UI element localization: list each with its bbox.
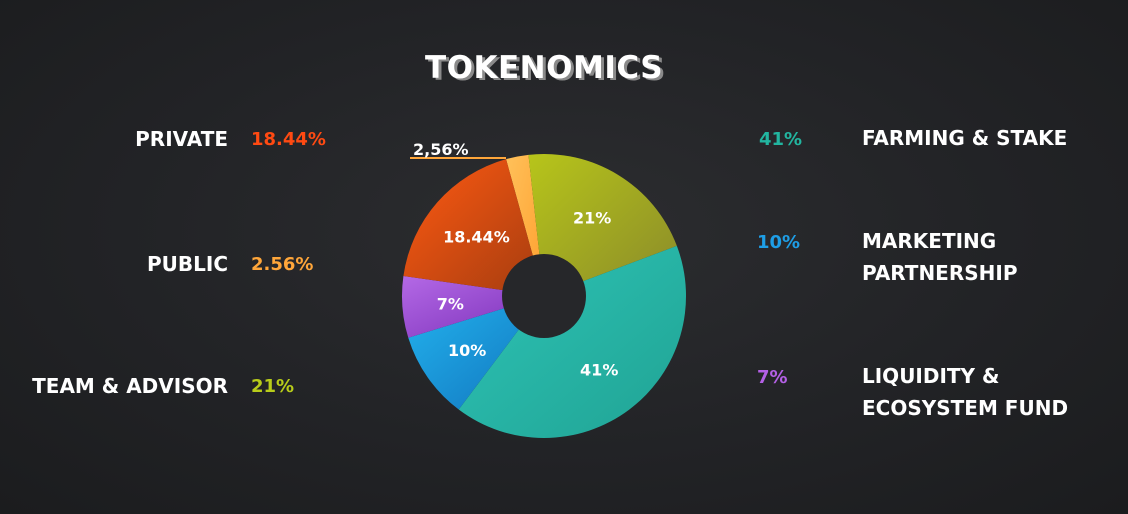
slice-label-2: 41% (580, 361, 618, 380)
legend-marketing-name-line2: PARTNERSHIP (862, 261, 1018, 285)
legend-team-name: TEAM & ADVISOR (32, 374, 228, 398)
slice-label-5: 18.44% (443, 228, 510, 247)
slice-label-1: 21% (573, 209, 611, 228)
slice-label-3: 10% (448, 341, 486, 360)
legend-farming-name-line1: FARMING & STAKE (862, 126, 1068, 150)
legend-team-value: 21% (251, 376, 295, 397)
pie-slice-2 (458, 245, 687, 439)
pie-slice-3 (408, 296, 544, 410)
legend-farming-value: 41% (759, 129, 803, 150)
legend-liquidity-name-line2: ECOSYSTEM FUND (862, 396, 1069, 420)
page-title: TOKENOMICS (424, 50, 664, 86)
legend-public-value: 2.56% (251, 254, 314, 275)
pie-slice-5 (403, 159, 544, 296)
legend-liquidity-name-line1: LIQUIDITY & (862, 364, 1000, 388)
donut-hole (502, 254, 586, 338)
legend-private-value: 18.44% (251, 129, 326, 150)
legend-marketing-value: 10% (757, 232, 801, 253)
legend-marketing-name-line1: MARKETING (862, 229, 997, 253)
legend-private-name: PRIVATE (135, 127, 228, 151)
legend-liquidity-value: 7% (757, 367, 788, 388)
legend-public-name: PUBLIC (146, 252, 228, 276)
slice-label-4: 7% (437, 294, 464, 313)
slice-label-0: 2,56% (413, 140, 469, 159)
